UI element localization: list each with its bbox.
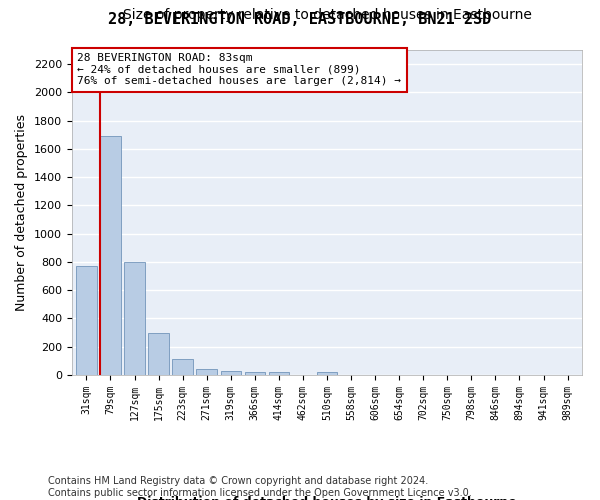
Y-axis label: Number of detached properties: Number of detached properties xyxy=(16,114,28,311)
Bar xyxy=(245,372,265,375)
Bar xyxy=(269,372,289,375)
Text: 28, BEVERINGTON ROAD, EASTBOURNE, BN21 2SD: 28, BEVERINGTON ROAD, EASTBOURNE, BN21 2… xyxy=(109,12,491,28)
Bar xyxy=(172,360,193,375)
Text: Contains HM Land Registry data © Crown copyright and database right 2024.
Contai: Contains HM Land Registry data © Crown c… xyxy=(48,476,472,498)
Title: Size of property relative to detached houses in Eastbourne: Size of property relative to detached ho… xyxy=(122,8,532,22)
Bar xyxy=(100,136,121,375)
Bar xyxy=(317,372,337,375)
Bar xyxy=(76,266,97,375)
X-axis label: Distribution of detached houses by size in Eastbourne: Distribution of detached houses by size … xyxy=(137,496,517,500)
Bar xyxy=(148,332,169,375)
Bar xyxy=(124,262,145,375)
Bar xyxy=(196,369,217,375)
Text: 28 BEVERINGTON ROAD: 83sqm
← 24% of detached houses are smaller (899)
76% of sem: 28 BEVERINGTON ROAD: 83sqm ← 24% of deta… xyxy=(77,53,401,86)
Bar xyxy=(221,371,241,375)
